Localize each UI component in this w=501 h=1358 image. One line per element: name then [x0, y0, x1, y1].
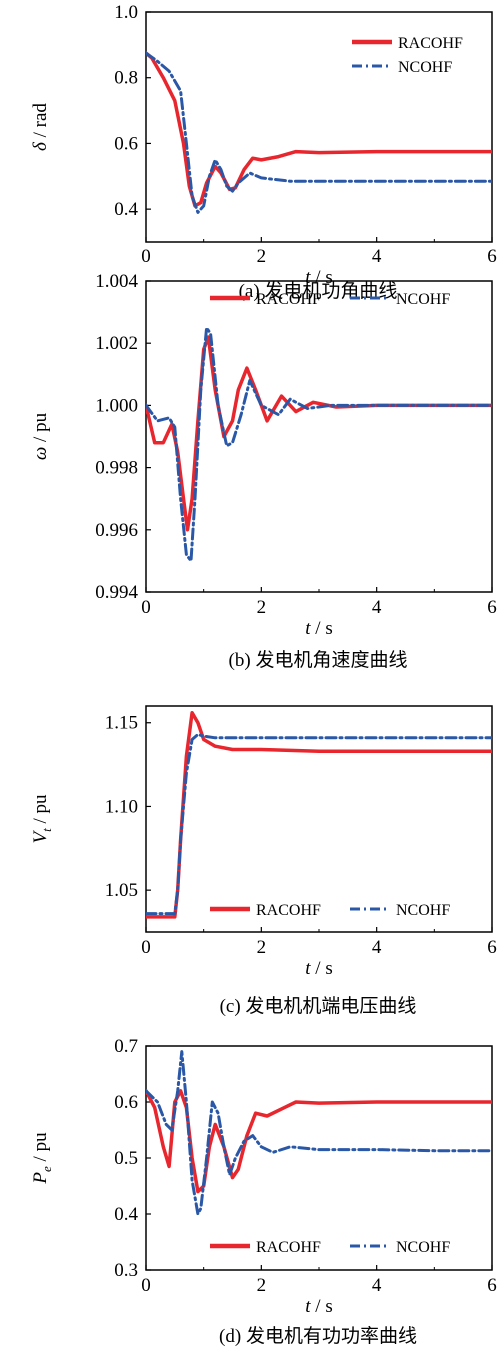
- plot-frame: [145, 705, 493, 933]
- y-tick-label: 0.7: [114, 1036, 138, 1057]
- legend-label: NCOHF: [396, 1239, 450, 1256]
- x-axis-label: t / s: [305, 267, 332, 288]
- y-axis-label: ω / pu: [30, 412, 51, 460]
- x-tick-label: 0: [141, 597, 151, 618]
- x-tick-label: 0: [141, 937, 151, 958]
- panel-caption: (b) 发电机角速度曲线: [229, 649, 408, 671]
- y-axis-label: Pe / pu: [30, 1132, 54, 1185]
- y-tick-label: 1.05: [105, 880, 138, 901]
- y-axis-label: δ / rad: [30, 103, 51, 151]
- series-line-ncohf: [146, 51, 492, 214]
- y-tick-label: 1.004: [95, 271, 138, 292]
- chart-panel-2: 0 2 4 6 1.05 1.10 1.15 t / s Vt / pu RACOHF NCOHF (…: [30, 705, 497, 1017]
- panel-caption: (d) 发电机有功功率曲线: [219, 1325, 417, 1347]
- x-tick-label: 4: [372, 1275, 382, 1296]
- x-tick-label: 2: [257, 246, 267, 267]
- x-axis-label: t / s: [305, 618, 332, 639]
- y-tick-label: 1.002: [95, 333, 138, 354]
- y-tick-label: 0.3: [114, 1260, 138, 1281]
- x-tick-label: 6: [487, 1275, 497, 1296]
- y-tick-label: 1.10: [105, 796, 138, 817]
- x-tick-label: 4: [372, 937, 382, 958]
- y-tick-label: 1.15: [105, 713, 138, 734]
- x-tick-label: 2: [257, 937, 267, 958]
- legend-label: RACOHF: [398, 35, 463, 52]
- y-tick-label: 0.4: [114, 1204, 138, 1225]
- x-tick-label: 2: [257, 1275, 267, 1296]
- series-line-ncohf: [146, 326, 492, 563]
- x-tick-label: 4: [372, 246, 382, 267]
- y-tick-label: 0.6: [114, 1092, 138, 1113]
- series-line-ncohf: [146, 1050, 492, 1216]
- y-tick-label: 0.5: [114, 1148, 138, 1169]
- x-tick-label: 6: [487, 937, 497, 958]
- x-axis-label: t / s: [305, 958, 332, 979]
- y-tick-label: 1.0: [114, 2, 138, 23]
- y-tick-label: 0.994: [95, 582, 138, 603]
- y-tick-label: 0.8: [114, 68, 138, 89]
- legend-label: NCOHF: [398, 59, 452, 76]
- legend-label: NCOHF: [396, 291, 450, 308]
- y-tick-label: 0.4: [114, 199, 138, 220]
- legend-label: RACOHF: [256, 902, 321, 919]
- x-tick-label: 2: [257, 597, 267, 618]
- legend-label: RACOHF: [256, 291, 321, 308]
- chart-panel-1: 0 2 4 6 0.994 0.996 0.998 1.000 1.002 1.004 t / s ω…: [30, 271, 497, 671]
- x-axis-label: t / s: [305, 1296, 332, 1317]
- x-tick-label: 6: [487, 597, 497, 618]
- series-line-racohf: [146, 51, 492, 208]
- y-tick-label: 0.6: [114, 133, 138, 154]
- x-tick-label: 6: [487, 246, 497, 267]
- y-axis-label: Vt / pu: [30, 794, 54, 844]
- chart-panel-0: 0 2 4 60.40.60.81.0t / sδ / radRACOHFNCOHF(…: [30, 2, 497, 302]
- legend-label: NCOHF: [396, 902, 450, 919]
- series-line-ncohf: [146, 733, 492, 916]
- y-tick-label: 0.998: [95, 458, 138, 479]
- x-tick-label: 0: [141, 246, 151, 267]
- panel-caption: (c) 发电机机端电压曲线: [220, 995, 417, 1017]
- chart-panel-3: 0 2 4 6 0.3 0.4 0.5 0.6 0.7 t / s Pe / pu RACOHF NCO…: [30, 1036, 497, 1347]
- y-tick-label: 1.000: [95, 395, 138, 416]
- x-tick-label: 0: [141, 1275, 151, 1296]
- x-tick-label: 4: [372, 597, 382, 618]
- series-line-racohf: [146, 710, 492, 919]
- plot-frame: [145, 1045, 493, 1271]
- series-line-racohf: [146, 1089, 492, 1194]
- y-tick-label: 0.996: [95, 520, 138, 541]
- legend-label: RACOHF: [256, 1239, 321, 1256]
